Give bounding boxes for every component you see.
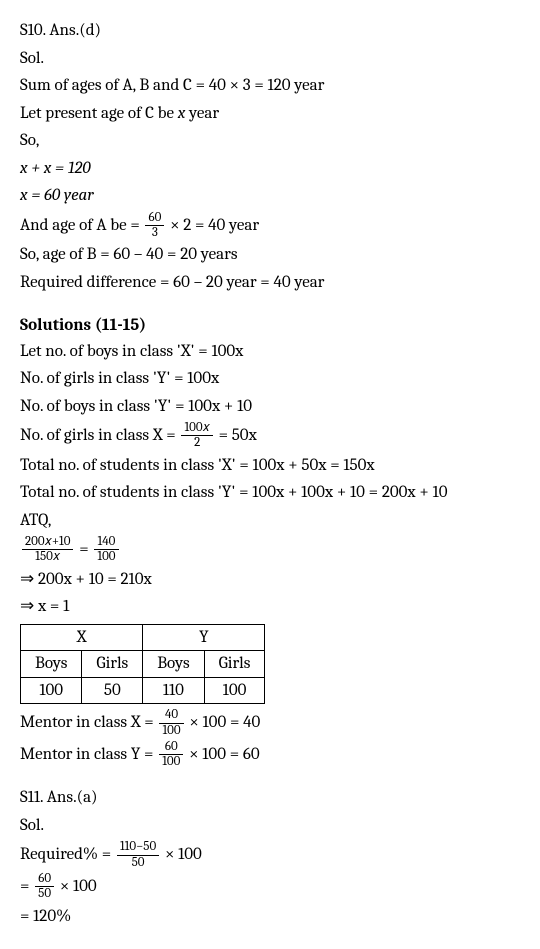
table-data-row: 100 50 110 100: [21, 677, 265, 704]
sol-l2: No. of girls in class 'Y' = 100x: [20, 366, 520, 392]
fraction: 40100: [159, 708, 183, 738]
denominator: 2: [181, 436, 212, 450]
denominator: 100: [94, 550, 118, 564]
s10-line4: x + x = 120: [20, 156, 520, 182]
s10-line5: x = 60 year: [20, 183, 520, 209]
text: And age of A be =: [20, 215, 143, 234]
mentor-x: Mentor in class X = 40100 × 100 = 40: [20, 708, 520, 738]
sol-l6: Total no. of students in class 'Y' = 100…: [20, 480, 520, 506]
denominator: 3: [145, 226, 164, 240]
denominator: 150𝑥: [22, 550, 73, 564]
s10-line2: Let present age of C be x year: [20, 101, 520, 127]
table-cell: 50: [82, 677, 143, 704]
implies-1: ⇒ 200x + 10 = 210x: [20, 567, 520, 593]
table-subheader-row: Boys Girls Boys Girls: [21, 651, 265, 678]
table-cell: 100: [21, 677, 82, 704]
table-head-x: X: [21, 624, 143, 651]
text: × 100: [161, 845, 202, 864]
equation: 200𝑥+10150𝑥 = 140100: [20, 535, 520, 565]
fraction: 110−5050: [117, 840, 159, 870]
s10-line8: Required difference = 60 – 20 year = 40 …: [20, 270, 520, 296]
denominator: 50: [35, 887, 54, 901]
text: × 100 = 60: [185, 745, 259, 764]
fraction-left: 200𝑥+10150𝑥: [22, 535, 73, 565]
implies-2: ⇒ x = 1: [20, 594, 520, 620]
table-cell: 110: [143, 677, 204, 704]
table-cell: Boys: [143, 651, 204, 678]
s10-line7: So, age of B = 60 – 40 = 20 years: [20, 242, 520, 268]
table-cell: Boys: [21, 651, 82, 678]
denominator: 100: [159, 724, 183, 738]
text: Let present age of C be: [20, 104, 178, 123]
numerator: 140: [94, 535, 118, 550]
denominator: 50: [117, 856, 159, 870]
table-cell: Girls: [204, 651, 265, 678]
s11-sol-label: Sol.: [20, 813, 520, 839]
fraction: 60100: [159, 740, 183, 770]
mentor-y: Mentor in class Y = 60100 × 100 = 60: [20, 740, 520, 770]
numerator: 100𝑥: [181, 421, 212, 436]
text: Mentor in class X =: [20, 713, 157, 732]
fraction: 6050: [35, 872, 54, 902]
s10-title: S10. Ans.(d): [20, 18, 520, 44]
s10-line1: Sum of ages of A, B and C = 40 × 3 = 120…: [20, 73, 520, 99]
numerator: 110−50: [117, 840, 159, 855]
fraction: 603: [145, 211, 164, 241]
text: × 100: [56, 877, 97, 896]
equals: =: [75, 540, 92, 559]
text: year: [185, 104, 219, 123]
denominator: 100: [159, 755, 183, 769]
s10-sol-label: Sol.: [20, 46, 520, 72]
numerator: 60: [159, 740, 183, 755]
solutions-heading: Solutions (11-15): [20, 313, 520, 339]
class-table: X Y Boys Girls Boys Girls 100 50 110 100: [20, 624, 265, 705]
numerator: 200𝑥+10: [22, 535, 73, 550]
atq: ATQ,: [20, 508, 520, 534]
s11-result: = 120%: [20, 904, 520, 930]
s11-step2: = 6050 × 100: [20, 872, 520, 902]
s11-title: S11. Ans.(a): [20, 785, 520, 811]
sol-l4: No. of girls in class X = 100𝑥2 = 50x: [20, 421, 520, 451]
numerator: 40: [159, 708, 183, 723]
table-cell: 100: [204, 677, 265, 704]
sol-l1: Let no. of boys in class 'X' = 100x: [20, 339, 520, 365]
numerator: 60: [35, 872, 54, 887]
s10-line3: So,: [20, 128, 520, 154]
fraction-right: 140100: [94, 535, 118, 565]
text: Required% =: [20, 845, 115, 864]
table-header-row: X Y: [21, 624, 265, 651]
table-cell: Girls: [82, 651, 143, 678]
text: × 2 = 40 year: [166, 215, 259, 234]
text: = 50x: [215, 426, 257, 445]
text: =: [20, 877, 33, 896]
s11-required: Required% = 110−5050 × 100: [20, 840, 520, 870]
fraction: 100𝑥2: [181, 421, 212, 451]
sol-l3: No. of boys in class 'Y' = 100x + 10: [20, 394, 520, 420]
text: No. of girls in class X =: [20, 426, 179, 445]
text: × 100 = 40: [186, 713, 261, 732]
table-head-y: Y: [143, 624, 265, 651]
s10-line6: And age of A be = 603 × 2 = 40 year: [20, 211, 520, 241]
numerator: 60: [145, 211, 164, 226]
sol-l5: Total no. of students in class 'X' = 100…: [20, 453, 520, 479]
text: Mentor in class Y =: [20, 745, 157, 764]
